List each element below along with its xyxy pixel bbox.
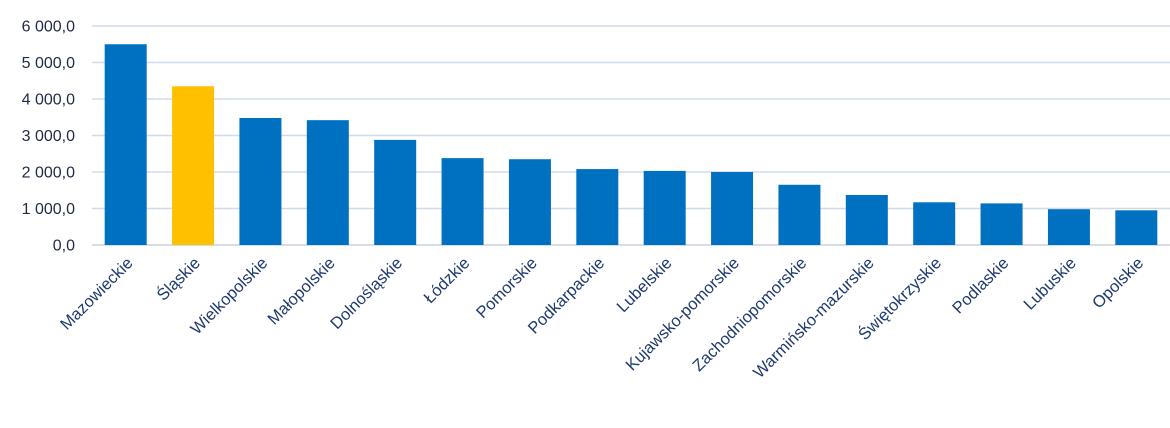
y-tick-label: 0,0 <box>53 238 75 255</box>
x-category-label: Zachodniopomorskie <box>689 254 810 375</box>
bar <box>980 203 1023 245</box>
bar <box>1047 209 1090 245</box>
x-category-label: Małopolskie <box>264 254 338 328</box>
bar <box>441 158 484 245</box>
bars <box>104 44 1158 245</box>
x-category-label: Mazowieckie <box>57 254 137 334</box>
x-axis-category-labels: Mazowieckie ŚląskieWielkopolskieMałopolsk… <box>57 253 1147 381</box>
bar <box>643 170 686 245</box>
bar <box>104 44 147 245</box>
y-axis-tick-labels: 0,0 1 000,0 2 000,0 3 000,0 4 000,0 5 000,0 6 … <box>22 19 75 255</box>
x-category-label: Lubelskie <box>613 254 675 316</box>
bar <box>778 184 821 245</box>
y-tick-label: 2 000,0 <box>22 165 75 182</box>
bar <box>508 159 551 245</box>
x-category-label: Lubuskie <box>1020 254 1079 313</box>
bar <box>711 172 754 245</box>
bar <box>1115 210 1158 245</box>
y-tick-label: 4 000,0 <box>22 92 75 109</box>
y-tick-label: 6 000,0 <box>22 19 75 36</box>
bar <box>306 120 349 245</box>
y-tick-label: 3 000,0 <box>22 128 75 145</box>
y-tick-label: 5 000,0 <box>22 55 75 72</box>
bar <box>239 117 282 245</box>
bar <box>374 139 417 245</box>
x-category-label: Podlaskie <box>949 254 1012 317</box>
bar <box>913 202 956 245</box>
x-category-label: Kujawsko-pomorskie <box>623 254 743 374</box>
y-tick-label: 1 000,0 <box>22 201 75 218</box>
bar <box>576 169 619 245</box>
bar <box>172 86 215 245</box>
x-category-label: Opolskie <box>1089 254 1147 312</box>
x-category-label: Pomorskie <box>473 254 541 322</box>
x-category-label: Warmińsko-mazurskie <box>750 254 878 382</box>
x-category-label: Łódzkie <box>420 254 473 307</box>
x-category-label: Dolnośląskie <box>327 254 406 333</box>
bar <box>845 194 888 245</box>
x-category-label: Śląskie <box>153 253 204 304</box>
